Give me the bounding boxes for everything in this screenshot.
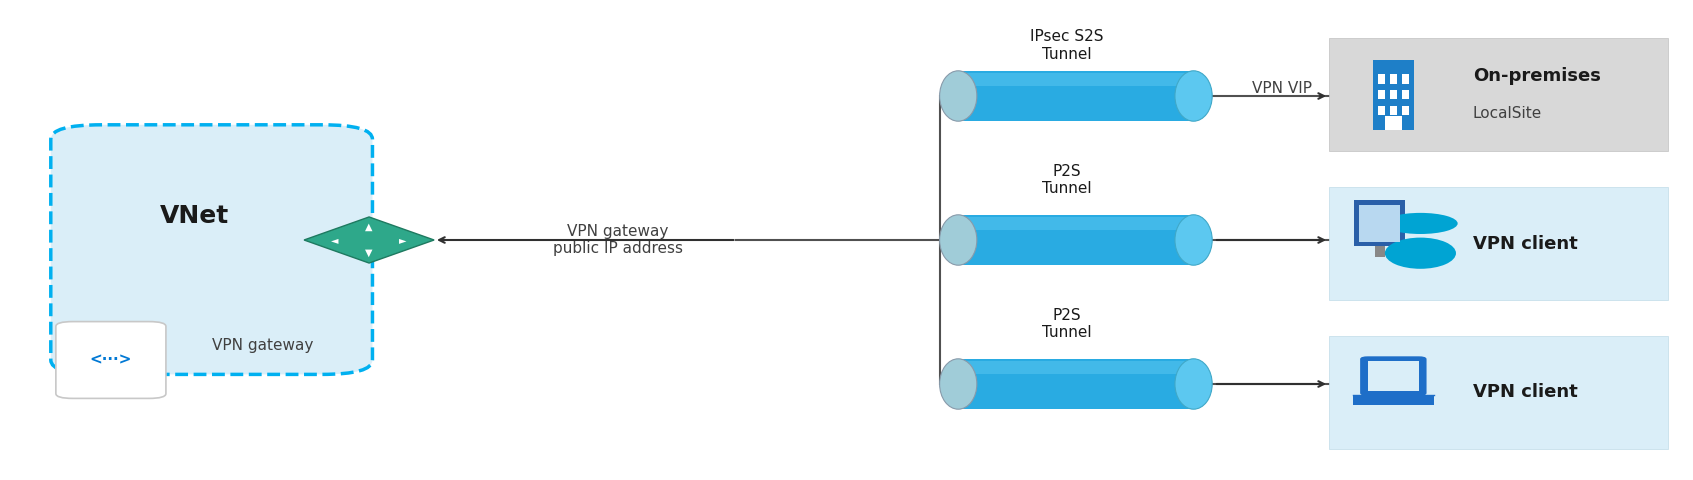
FancyBboxPatch shape xyxy=(1402,74,1409,84)
Text: IPsec S2S
Tunnel: IPsec S2S Tunnel xyxy=(1029,29,1104,62)
FancyBboxPatch shape xyxy=(1378,90,1385,99)
FancyBboxPatch shape xyxy=(1361,357,1426,395)
Ellipse shape xyxy=(1385,238,1456,269)
Text: ►: ► xyxy=(400,235,406,245)
Text: ▲: ▲ xyxy=(366,222,372,232)
Ellipse shape xyxy=(1175,359,1212,409)
FancyBboxPatch shape xyxy=(958,359,1194,409)
FancyBboxPatch shape xyxy=(1373,60,1414,130)
FancyBboxPatch shape xyxy=(1378,106,1385,115)
Polygon shape xyxy=(305,217,433,263)
FancyBboxPatch shape xyxy=(1368,361,1419,391)
FancyBboxPatch shape xyxy=(1385,116,1402,130)
Ellipse shape xyxy=(940,71,977,121)
Ellipse shape xyxy=(1175,215,1212,265)
FancyBboxPatch shape xyxy=(1329,187,1668,300)
FancyBboxPatch shape xyxy=(958,73,1194,86)
FancyBboxPatch shape xyxy=(1359,205,1400,242)
Ellipse shape xyxy=(940,359,977,409)
FancyBboxPatch shape xyxy=(1390,106,1397,115)
FancyBboxPatch shape xyxy=(958,361,1194,374)
FancyBboxPatch shape xyxy=(1354,201,1405,246)
Text: VPN gateway: VPN gateway xyxy=(212,338,313,353)
Text: VPN client: VPN client xyxy=(1473,235,1578,252)
FancyBboxPatch shape xyxy=(1402,106,1409,115)
Text: VNet: VNet xyxy=(161,204,229,228)
Text: VPN VIP: VPN VIP xyxy=(1253,81,1312,96)
Ellipse shape xyxy=(1175,71,1212,121)
FancyBboxPatch shape xyxy=(958,71,1194,121)
FancyBboxPatch shape xyxy=(56,322,166,398)
FancyBboxPatch shape xyxy=(1329,336,1668,449)
Circle shape xyxy=(1383,213,1458,234)
FancyBboxPatch shape xyxy=(1390,74,1397,84)
FancyBboxPatch shape xyxy=(1375,246,1385,256)
FancyBboxPatch shape xyxy=(958,217,1194,230)
FancyBboxPatch shape xyxy=(1390,90,1397,99)
FancyBboxPatch shape xyxy=(958,215,1194,265)
Text: VPN client: VPN client xyxy=(1473,384,1578,401)
Text: LocalSite: LocalSite xyxy=(1473,106,1542,120)
Text: ◄: ◄ xyxy=(332,235,339,245)
FancyBboxPatch shape xyxy=(1378,74,1385,84)
Text: VPN gateway
public IP address: VPN gateway public IP address xyxy=(554,224,682,256)
Ellipse shape xyxy=(940,215,977,265)
FancyBboxPatch shape xyxy=(1353,395,1434,405)
Text: <···>: <···> xyxy=(90,352,132,368)
FancyBboxPatch shape xyxy=(51,125,372,374)
Text: On-premises: On-premises xyxy=(1473,67,1602,84)
Text: P2S
Tunnel: P2S Tunnel xyxy=(1041,164,1092,196)
FancyBboxPatch shape xyxy=(1402,90,1409,99)
FancyBboxPatch shape xyxy=(1329,38,1668,151)
Text: P2S
Tunnel: P2S Tunnel xyxy=(1041,308,1092,340)
Text: ▼: ▼ xyxy=(366,248,372,258)
